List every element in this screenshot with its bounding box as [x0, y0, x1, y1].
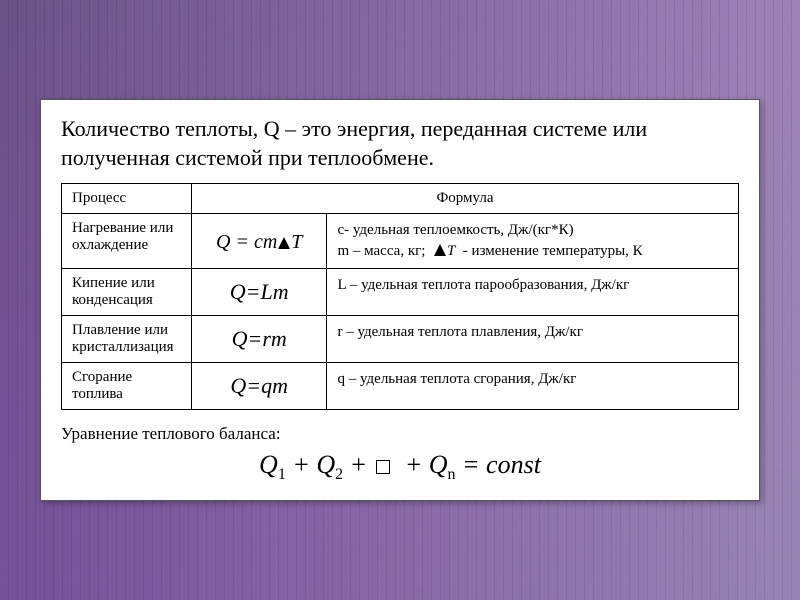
table-row: Кипение или конденсация Q=Lm L – удельна… [62, 269, 739, 316]
process-cell: Кипение или конденсация [62, 269, 192, 316]
desc-cell: r – удельная теплота плавления, Дж/кг [327, 316, 739, 363]
desc-cell: q – удельная теплота сгорания, Дж/кг [327, 363, 739, 410]
balance-label: Уравнение теплового баланса: [61, 424, 739, 444]
content-card: Количество теплоты, Q – это энергия, пер… [40, 99, 760, 502]
table-row: Плавление или кристаллизация Q=rm r – уд… [62, 316, 739, 363]
process-cell: Сгорание топлива [62, 363, 192, 410]
heading: Количество теплоты, Q – это энергия, пер… [61, 114, 739, 173]
formula-cell: Q=qm [192, 363, 327, 410]
balance-equation: Q1 + Q2 + + Qn = const [61, 450, 739, 484]
formula-cell: Q=rm [192, 316, 327, 363]
table-body: Нагревание или охлаждение Q = cmT c- уде… [62, 214, 739, 410]
header-process: Процесс [62, 184, 192, 214]
formula-cell: Q=Lm [192, 269, 327, 316]
desc-cell: L – удельная теплота парообразования, Дж… [327, 269, 739, 316]
table-header-row: Процесс Формула [62, 184, 739, 214]
header-formula: Формула [192, 184, 739, 214]
desc-cell: c- удельная теплоемкость, Дж/(кг*К)m – м… [327, 214, 739, 269]
process-cell: Плавление или кристаллизация [62, 316, 192, 363]
table-row: Нагревание или охлаждение Q = cmT c- уде… [62, 214, 739, 269]
process-cell: Нагревание или охлаждение [62, 214, 192, 269]
table-row: Сгорание топлива Q=qm q – удельная тепло… [62, 363, 739, 410]
formula-table: Процесс Формула Нагревание или охлаждени… [61, 183, 739, 410]
formula-cell: Q = cmT [192, 214, 327, 269]
